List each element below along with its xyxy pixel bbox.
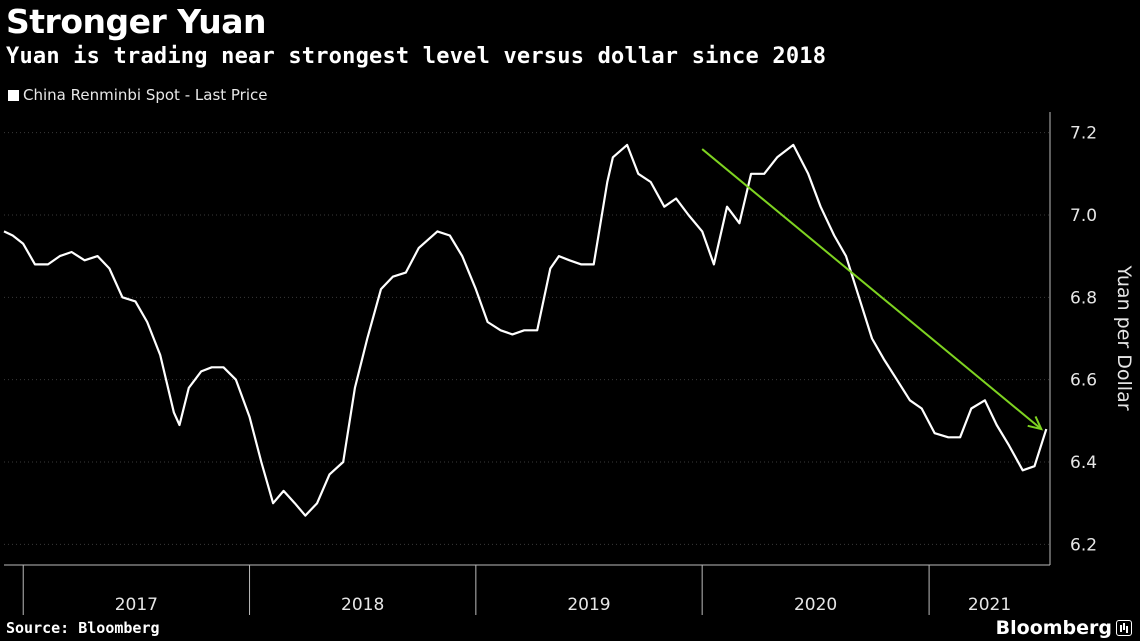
- series-line: [3, 143, 1048, 517]
- y-tick-label: 6.2: [1070, 535, 1097, 555]
- bar-chart-icon: [1116, 620, 1132, 636]
- x-tick-label: 2020: [794, 595, 837, 615]
- legend: China Renminbi Spot - Last Price: [8, 86, 268, 104]
- y-tick-label: 7.2: [1070, 124, 1097, 144]
- x-tick-label: 2021: [968, 595, 1011, 615]
- brand-name: Bloomberg: [995, 617, 1112, 639]
- brand-logo: Bloomberg: [996, 617, 1132, 639]
- chart-subtitle: Yuan is trading near strongest level ver…: [6, 44, 827, 69]
- y-tick-label: 6.4: [1070, 453, 1097, 473]
- x-tick-label: 2019: [567, 595, 610, 615]
- legend-swatch: [8, 89, 19, 101]
- source-note: Source: Bloomberg: [6, 619, 160, 637]
- y-tick-label: 7.0: [1070, 206, 1097, 226]
- y-axis-label: Yuan per Dollar: [1113, 264, 1135, 410]
- chart-title: Stronger Yuan: [6, 2, 267, 41]
- trend-arrow: [701, 148, 1042, 430]
- x-tick-label: 2017: [115, 595, 158, 615]
- y-tick-label: 6.8: [1070, 288, 1097, 308]
- x-tick-label: 2018: [341, 595, 384, 615]
- legend-label: China Renminbi Spot - Last Price: [23, 86, 268, 104]
- trend-arrow-head: [1027, 415, 1044, 431]
- y-tick-label: 6.6: [1070, 371, 1097, 391]
